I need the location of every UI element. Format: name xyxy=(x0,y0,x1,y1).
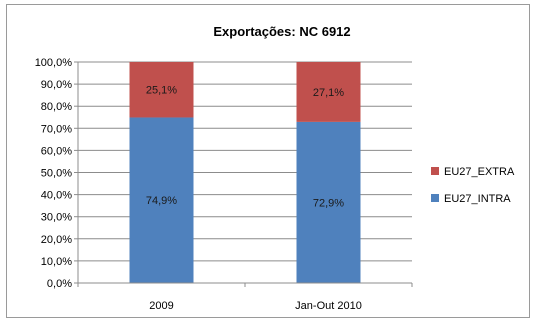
data-label: 74,9% xyxy=(146,195,177,207)
y-tick-label: 90,0% xyxy=(41,79,72,91)
y-axis: 0,0% 10,0% 20,0% 30,0% 40,0% 50,0% 60,0% 70,0% 8… xyxy=(35,57,79,290)
y-tick-label: 10,0% xyxy=(41,256,72,268)
x-tick-label: 2009 xyxy=(149,300,173,312)
bar-segment-eu27-intra xyxy=(296,121,361,284)
x-tick-label: Jan-Out 2010 xyxy=(295,300,362,312)
data-label: 25,1% xyxy=(146,85,177,97)
x-axis: 2009 Jan-Out 2010 xyxy=(77,282,413,312)
y-tick-label: 40,0% xyxy=(41,190,72,202)
data-label: 27,1% xyxy=(313,87,344,99)
chart-canvas: Exportações: NC 6912 0,0% 10,0% 20,0% 30,0%… xyxy=(35,24,515,312)
legend-label: EU27_INTRA xyxy=(444,193,511,205)
bar-segment-eu27-intra xyxy=(129,117,194,283)
chart-frame: Exportações: NC 6912 0,0% 10,0% 20,0% 30,0%… xyxy=(6,4,530,318)
bar-segment-eu27-extra xyxy=(296,62,361,122)
bar-segment-eu27-extra xyxy=(129,62,194,118)
y-tick-label: 80,0% xyxy=(41,101,72,113)
y-tick-label: 100,0% xyxy=(35,57,73,69)
y-tick-label: 0,0% xyxy=(47,278,72,290)
y-tick-label: 20,0% xyxy=(41,234,72,246)
legend-label: EU27_EXTRA xyxy=(444,166,515,178)
legend: EU27_EXTRA EU27_INTRA xyxy=(431,166,515,205)
y-tick-label: 50,0% xyxy=(41,168,72,180)
y-tick-label: 30,0% xyxy=(41,212,72,224)
legend-swatch xyxy=(431,194,439,202)
y-tick-label: 60,0% xyxy=(41,145,72,157)
legend-swatch xyxy=(431,167,439,175)
y-tick-label: 70,0% xyxy=(41,123,72,135)
data-label: 72,9% xyxy=(313,197,344,209)
bars: 74,9% 25,1% 72,9% 27,1% xyxy=(129,62,361,284)
gridlines xyxy=(78,61,412,284)
chart-title: Exportações: NC 6912 xyxy=(213,24,350,39)
